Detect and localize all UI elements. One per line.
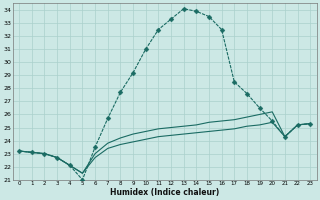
X-axis label: Humidex (Indice chaleur): Humidex (Indice chaleur) <box>110 188 219 197</box>
